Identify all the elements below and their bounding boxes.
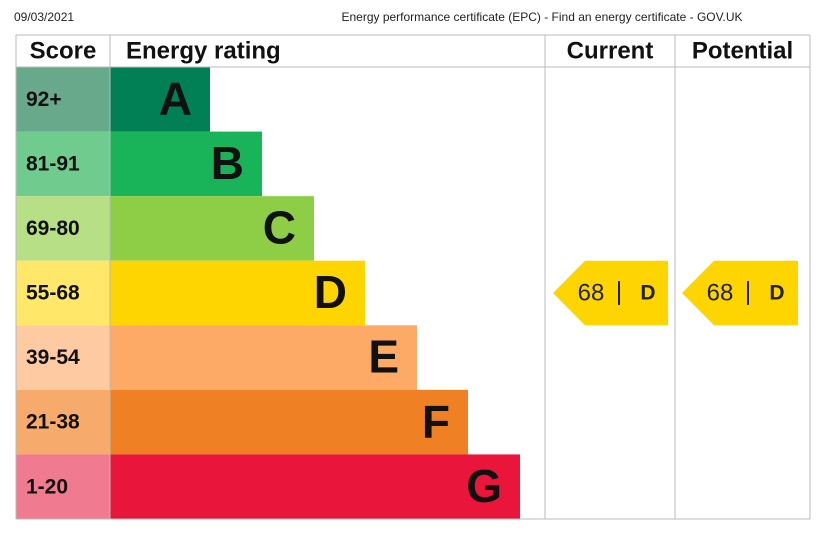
print-date: 09/03/2021 [14,10,74,24]
rating-letter: B [211,137,244,189]
potential-letter: D [769,282,784,305]
rating-letter: F [422,395,450,447]
column-header: Current [567,37,654,64]
rating-bar [110,196,314,261]
score-range: 39-54 [26,346,80,369]
score-range: 21-38 [26,411,80,434]
potential-tag [682,260,798,326]
rating-bar [110,454,520,519]
score-cell [16,454,110,519]
rating-bar [110,389,468,455]
rating-bar [110,325,417,390]
column-header: Score [30,37,97,64]
score-range: 69-80 [26,217,80,240]
rating-letter: A [159,72,192,124]
rating-bar [110,260,365,326]
score-cell [16,260,110,326]
score-cell [16,389,110,455]
score-cell [16,131,110,197]
rating-bar [110,131,262,197]
score-cell [16,196,110,261]
score-range: 1-20 [26,475,68,498]
score-cell [16,67,110,132]
rating-letter: E [368,331,399,383]
page-title: Energy performance certificate (EPC) - F… [341,10,742,24]
epc-table: Score Energy rating Current Potential 92+ A 81… [15,34,811,520]
score-range: 92+ [26,88,62,111]
rating-bar [110,67,210,132]
rating-letter: D [314,266,347,318]
current-tag [553,260,668,326]
score-cell [16,325,110,390]
score-range: 81-91 [26,152,80,175]
score-range: 55-68 [26,282,80,305]
rating-letter: G [466,460,502,512]
rating-letter: C [263,202,296,254]
current-letter: D [640,282,655,305]
column-header: Potential [692,37,793,64]
column-header: Energy rating [126,37,281,64]
current-score: 68 [578,279,605,306]
potential-score: 68 [707,279,734,306]
